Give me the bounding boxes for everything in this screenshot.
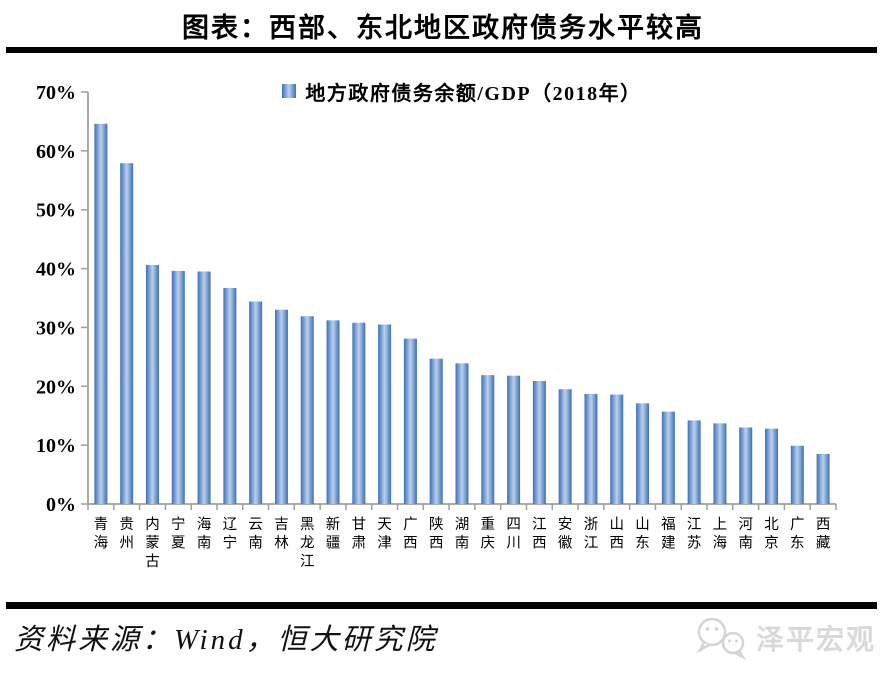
x-label-内蒙古: 内蒙古 [145,516,160,570]
bar-重庆 [481,375,495,504]
x-label-甘肃: 甘肃 [352,516,367,552]
bar-黑龙江 [300,316,314,504]
x-label-天津: 天津 [377,517,392,552]
bar-贵州 [120,163,134,504]
bar-北京 [765,428,779,504]
bar-吉林 [274,309,288,504]
x-label-北京: 北京 [764,516,779,552]
bar-山西 [610,394,624,504]
bar-甘肃 [352,322,366,504]
y-tick-label: 20% [36,376,76,398]
bar-山东 [636,403,650,504]
bar-辽宁 [223,287,237,504]
bar-广东 [790,445,804,504]
bar-云南 [249,301,263,504]
x-label-吉林: 吉林 [274,516,289,552]
x-label-青海: 青海 [94,516,109,552]
bar-湖南 [455,363,469,504]
x-label-陕西: 陕西 [429,516,444,552]
source-text: 资料来源：Wind，恒大研究院 [14,624,438,656]
bar-西藏 [816,453,830,504]
y-tick-label: 70% [36,82,76,104]
brand-watermark: 泽平宏观 [692,612,876,664]
page-title: 图表：西部、东北地区政府债务水平较高 [182,13,704,43]
x-label-贵州: 贵州 [119,516,134,552]
bar-内蒙古 [145,265,159,504]
legend-marker [282,84,297,98]
x-label-福建: 福建 [661,516,676,552]
bar-陕西 [429,358,443,504]
wechat-icon [696,617,747,661]
bar-江苏 [687,420,701,504]
x-label-西藏: 西藏 [816,517,831,552]
bar-河南 [739,427,753,504]
brand-label: 泽平宏观 [755,625,876,656]
bar-海南 [197,271,211,504]
y-tick-label: 40% [36,259,76,281]
x-label-河南: 河南 [738,516,753,552]
x-label-黑龙江: 黑龙江 [300,517,315,570]
bar-四川 [507,375,521,504]
footer-divider [6,602,877,609]
bar-上海 [713,423,727,504]
legend: 地方政府债务余额/GDP（2018年） [88,80,836,105]
x-label-四川: 四川 [506,517,521,552]
x-label-新疆: 新疆 [326,516,341,552]
y-tick-label: 30% [36,317,76,339]
bar-江西 [532,380,546,504]
title-divider [6,47,877,53]
legend-label: 地方政府债务余额/GDP（2018年） [305,82,642,105]
x-label-江苏: 江苏 [687,516,702,552]
bar-宁夏 [171,270,185,504]
x-label-海南: 海南 [197,516,212,552]
x-label-山东: 山东 [635,516,650,552]
x-label-湖南: 湖南 [455,516,470,552]
y-tick-label: 60% [36,141,76,163]
x-label-云南: 云南 [248,517,263,552]
bar-广西 [403,338,417,504]
y-tick-label: 0% [46,494,76,516]
bar-福建 [661,411,675,504]
bar-安徽 [558,389,572,504]
x-label-山西: 山西 [610,516,625,552]
x-label-辽宁: 辽宁 [223,516,238,552]
x-label-江西: 江西 [532,516,547,552]
x-label-安徽: 安徽 [558,516,573,552]
bar-chart: 0% 10% 20% 30% 40% 50% 60% 70% 青海贵州内蒙古宁夏海南辽宁云南吉林… [36,82,837,570]
x-label-广西: 广西 [403,516,418,552]
x-label-宁夏: 宁夏 [171,516,186,552]
bar-新疆 [326,320,340,504]
x-label-重庆: 重庆 [481,516,496,552]
y-tick-label: 50% [36,200,76,222]
bar-浙江 [584,393,598,504]
bar-青海 [94,123,108,504]
bar-天津 [378,324,392,504]
x-label-浙江: 浙江 [584,516,599,552]
x-label-广东: 广东 [790,516,805,552]
x-label-上海: 上海 [713,516,728,552]
y-tick-label: 10% [36,435,76,457]
